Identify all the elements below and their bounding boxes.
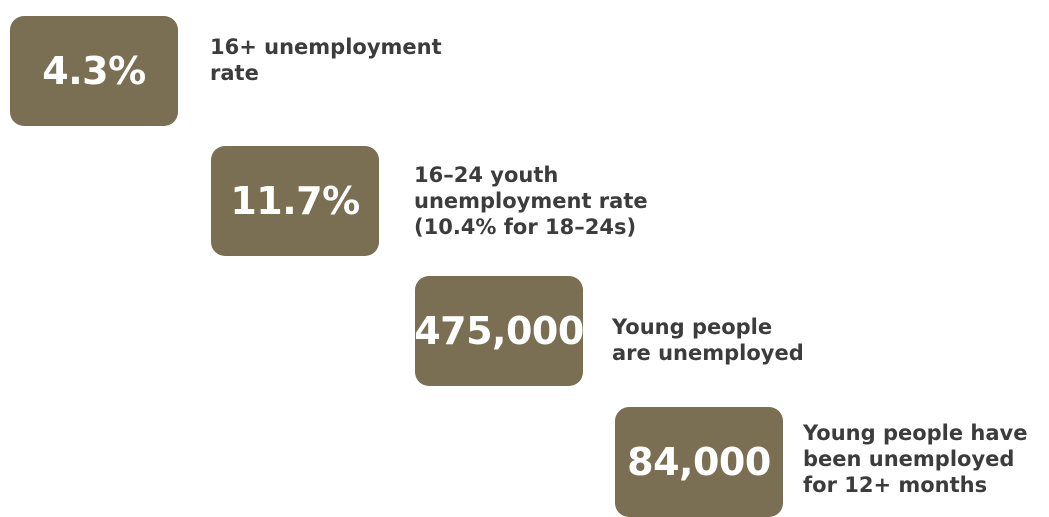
stat-value: 475,000 (414, 309, 584, 353)
stat-value-box-unemployment-rate: 4.3% (10, 16, 178, 126)
stat-description-youth-unemployment-rate: 16–24 youth unemployment rate (10.4% for… (414, 163, 648, 239)
stat-value: 84,000 (627, 440, 771, 484)
stat-description-unemployment-rate: 16+ unemployment rate (210, 35, 442, 85)
stat-description-long-term-unemployed: Young people have been unemployed for 12… (803, 421, 1028, 497)
stat-value-box-young-people-unemployed: 475,000 (414, 276, 584, 386)
stat-value: 11.7% (230, 179, 360, 223)
stat-description-young-people-unemployed: Young people are unemployed (612, 315, 804, 365)
stat-value-box-youth-unemployment-rate: 11.7% (211, 146, 379, 256)
stat-value-box-long-term-unemployed: 84,000 (615, 407, 783, 517)
stat-value: 4.3% (42, 49, 146, 93)
